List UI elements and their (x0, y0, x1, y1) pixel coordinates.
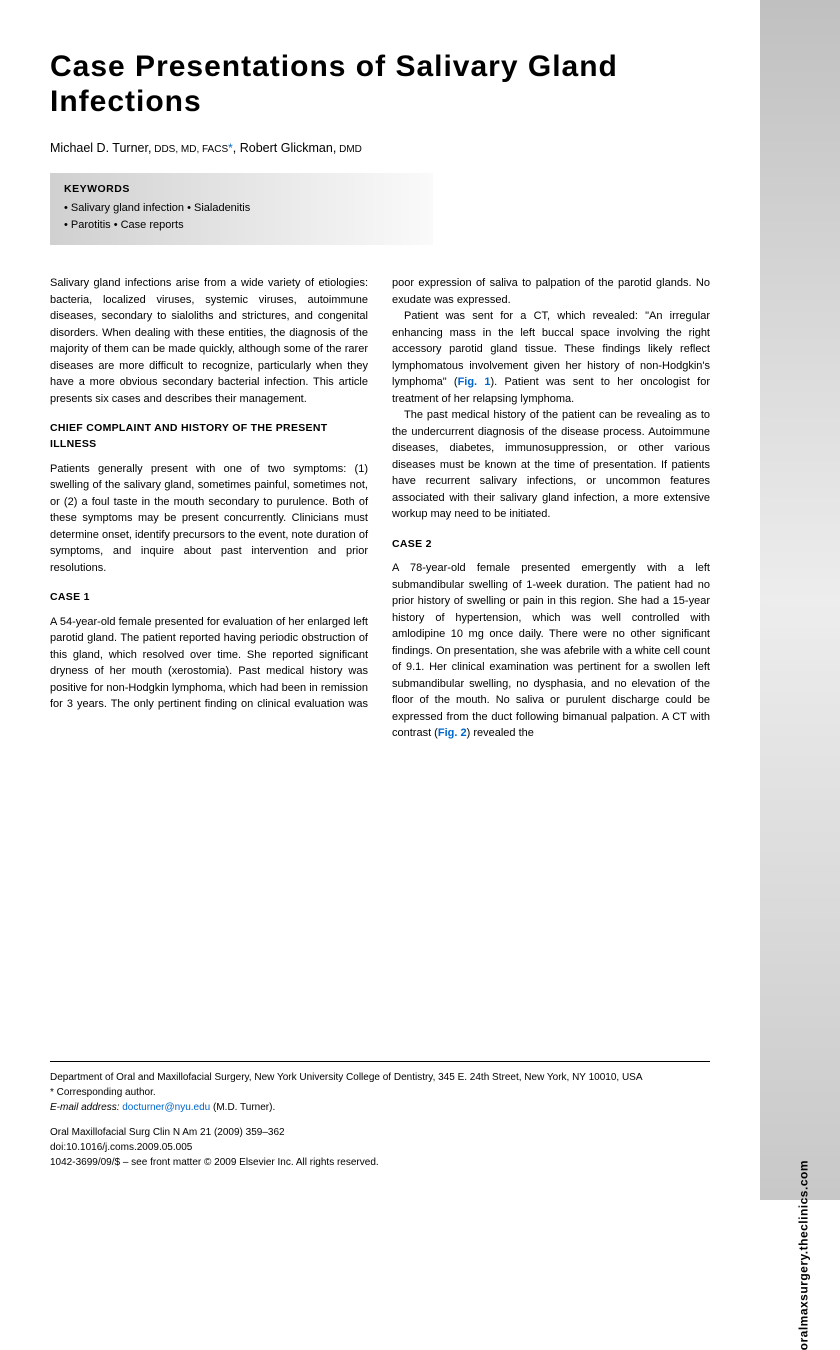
footer-corresponding: * Corresponding author. (50, 1085, 710, 1100)
footer-email-label: E-mail address: (50, 1102, 122, 1113)
case1-p3: The past medical history of the patient … (392, 407, 710, 523)
footer-issn: 1042-3699/09/$ – see front matter © 2009… (50, 1155, 710, 1170)
footer-email[interactable]: docturner@nyu.edu (122, 1102, 210, 1113)
footer-email-line: E-mail address: docturner@nyu.edu (M.D. … (50, 1100, 710, 1115)
page-content: Case Presentations of Salivary Gland Inf… (0, 0, 760, 1200)
keywords-line2: • Parotitis • Case reports (64, 217, 419, 234)
keywords-list: • Salivary gland infection • Sialadeniti… (64, 200, 419, 233)
intro-paragraph: Salivary gland infections arise from a w… (50, 275, 368, 407)
body-columns: Salivary gland infections arise from a w… (50, 275, 710, 742)
case2-p1: A 78-year-old female presented emergentl… (392, 560, 710, 742)
author2-name: , Robert Glickman, (233, 141, 337, 155)
author1-name: Michael D. Turner, (50, 141, 151, 155)
sidebar-url[interactable]: oralmaxsurgery.theclinics.com (796, 1160, 810, 1350)
authors-line: Michael D. Turner, DDS, MD, FACS*, Rober… (50, 141, 710, 155)
case2-heading: CASE 2 (392, 537, 710, 553)
keywords-line1: • Salivary gland infection • Sialadeniti… (64, 200, 419, 217)
keywords-title: KEYWORDS (64, 183, 419, 195)
case1-heading: CASE 1 (50, 590, 368, 606)
keywords-box: KEYWORDS • Salivary gland infection • Si… (50, 173, 433, 245)
fig1-link[interactable]: Fig. 1 (458, 376, 491, 388)
author2-suffix: DMD (336, 144, 362, 155)
sidebar-gradient: oralmaxsurgery.theclinics.com (760, 0, 840, 1200)
section1-heading: CHIEF COMPLAINT AND HISTORY OF THE PRESE… (50, 421, 368, 453)
footer-email-suffix: (M.D. Turner). (210, 1102, 275, 1113)
footer-block: Department of Oral and Maxillofacial Sur… (50, 1061, 710, 1170)
footer-dept: Department of Oral and Maxillofacial Sur… (50, 1070, 710, 1085)
section1-p1: Patients generally present with one of t… (50, 461, 368, 577)
case1-p2: Patient was sent for a CT, which reveale… (392, 308, 710, 407)
article-title: Case Presentations of Salivary Gland Inf… (50, 50, 710, 119)
author1-suffix: DDS, MD, FACS (151, 144, 228, 155)
footer-journal: Oral Maxillofacial Surg Clin N Am 21 (20… (50, 1125, 710, 1140)
case2-p1a: A 78-year-old female presented emergentl… (392, 562, 710, 739)
fig2-link[interactable]: Fig. 2 (438, 727, 467, 739)
footer-doi: doi:10.1016/j.coms.2009.05.005 (50, 1140, 710, 1155)
case2-p1b: ) revealed the (467, 727, 534, 739)
